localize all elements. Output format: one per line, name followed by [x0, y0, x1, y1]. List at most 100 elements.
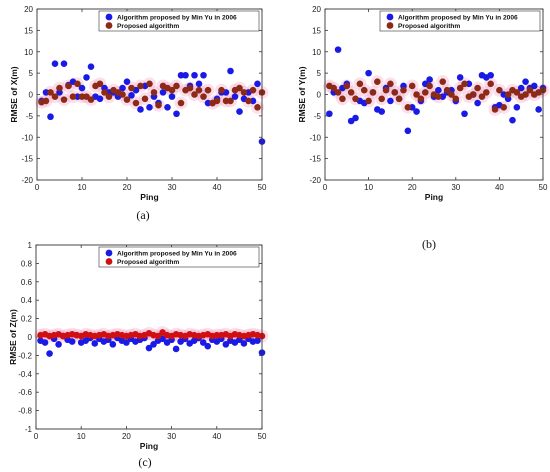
- data-point-1-1: [326, 110, 333, 118]
- data-point-2-18: [400, 86, 407, 94]
- data-point-2-32: [461, 80, 468, 88]
- data-point-2-27: [439, 78, 447, 85]
- data-point-2-40: [496, 86, 503, 94]
- data-point-2-35: [191, 91, 198, 98]
- data-point-1-42: [222, 341, 230, 348]
- data-point-2-5: [343, 82, 351, 90]
- y-axis-label: RMSE of Z(m): [8, 309, 18, 365]
- legend-box: [379, 10, 541, 32]
- data-point-2-12: [374, 78, 381, 85]
- legend-marker-1: [386, 13, 394, 21]
- data-point-1-21: [413, 108, 420, 115]
- data-point-2-17: [395, 95, 403, 103]
- data-point-2-38: [487, 80, 494, 88]
- y-tick-label: -15: [309, 155, 321, 164]
- data-point-2-29: [448, 91, 455, 98]
- data-point-2-13: [378, 95, 385, 103]
- y-tick-label: 10: [312, 48, 321, 57]
- data-point-1-3: [46, 350, 53, 357]
- data-point-2-38: [204, 86, 212, 94]
- data-point-2-27: [154, 332, 162, 340]
- legend-marker-2: [105, 258, 113, 265]
- y-tick-label: 20: [24, 5, 33, 14]
- data-point-1-31: [173, 110, 180, 118]
- data-point-2-31: [173, 82, 180, 90]
- x-tick-label: 50: [539, 183, 548, 192]
- y-tick-label: 0.8: [21, 259, 33, 268]
- data-point-1-20: [123, 78, 131, 85]
- y-tick-label: 0: [29, 91, 34, 100]
- data-point-1-13: [91, 340, 99, 347]
- y-tick-label: 0.4: [21, 296, 33, 305]
- data-point-2-2: [42, 97, 50, 105]
- data-point-1-19: [119, 84, 126, 92]
- data-point-2-26: [435, 93, 442, 100]
- data-point-1-33: [182, 71, 189, 79]
- y-tick-label: -20: [21, 176, 33, 185]
- data-point-1-48: [530, 82, 538, 90]
- plot-frame: [35, 244, 263, 430]
- chart-panel-3: 0 10 20 30 40 50 -1 -0.8 -0.6 -0.4 -0.2 0 0.2 0.4 0.6 0…: [8, 241, 269, 469]
- plot-frame: [36, 8, 263, 181]
- data-point-2-35: [474, 84, 481, 92]
- data-point-2-6: [60, 96, 68, 103]
- data-point-1-12: [87, 63, 95, 71]
- data-point-1-7: [352, 114, 359, 122]
- data-point-1-43: [227, 67, 234, 75]
- data-point-1-32: [461, 110, 468, 118]
- data-point-2-9: [360, 86, 368, 94]
- y-tick-label: -5: [26, 112, 34, 121]
- data-point-2-16: [391, 89, 399, 96]
- data-point-1-13: [378, 108, 385, 115]
- data-point-1-49: [254, 337, 261, 344]
- data-point-2-22: [132, 99, 140, 107]
- legend-label-1: Algorithm proposed by Min Yu in 2006: [117, 14, 237, 21]
- data-point-2-49: [254, 104, 261, 111]
- data-point-1-45: [236, 108, 243, 115]
- data-point-1-25: [146, 104, 153, 111]
- data-point-1-35: [191, 71, 198, 79]
- data-point-2-46: [522, 91, 529, 98]
- data-point-1-8: [68, 338, 76, 345]
- data-point-2-23: [137, 82, 144, 90]
- data-point-2-3: [47, 89, 54, 96]
- x-tick-label: 50: [258, 183, 267, 192]
- data-point-1-3: [334, 46, 342, 53]
- data-point-2-30: [168, 86, 176, 94]
- y-tick-label: -0.8: [18, 407, 32, 416]
- data-point-1-6: [60, 60, 68, 68]
- data-point-2-48: [249, 86, 257, 94]
- data-point-2-15: [101, 89, 108, 96]
- data-point-2-19: [119, 91, 126, 98]
- legend-marker-1: [105, 13, 113, 21]
- data-point-2-42: [504, 91, 512, 98]
- data-point-1-49: [535, 106, 542, 113]
- data-point-1-21: [128, 92, 135, 99]
- x-tick-label: 10: [364, 183, 373, 192]
- data-point-1-37: [200, 71, 207, 79]
- y-tick-label: 0.6: [21, 278, 33, 287]
- data-point-2-20: [123, 96, 131, 103]
- data-point-1-15: [387, 97, 394, 105]
- data-point-2-40: [213, 97, 221, 105]
- data-point-2-8: [69, 93, 77, 100]
- data-point-1-4: [51, 60, 59, 68]
- data-point-2-24: [426, 82, 433, 90]
- y-tick-label: -0.4: [18, 370, 32, 379]
- x-tick-label: 20: [123, 183, 132, 192]
- data-point-1-38: [487, 71, 494, 79]
- y-tick-label: -15: [21, 155, 33, 164]
- data-point-1-35: [474, 99, 481, 107]
- x-tick-label: 20: [408, 183, 417, 192]
- y-tick-label: 20: [312, 5, 321, 14]
- legend-label-2: Proposed algorithm: [398, 23, 460, 30]
- data-point-2-47: [526, 86, 534, 94]
- data-point-2-36: [195, 86, 203, 94]
- data-point-2-5: [56, 84, 63, 92]
- data-point-1-20: [123, 339, 130, 346]
- data-point-2-2: [330, 84, 338, 92]
- data-point-2-45: [236, 84, 243, 92]
- data-point-2-34: [469, 91, 477, 98]
- data-point-2-43: [227, 97, 234, 105]
- data-point-1-10: [78, 84, 86, 92]
